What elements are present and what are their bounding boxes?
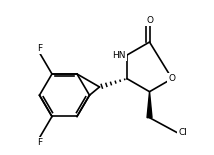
Polygon shape bbox=[147, 92, 152, 118]
Text: Cl: Cl bbox=[178, 128, 187, 137]
Text: F: F bbox=[37, 138, 42, 147]
Text: O: O bbox=[146, 16, 153, 25]
Text: F: F bbox=[37, 44, 42, 53]
Text: O: O bbox=[169, 74, 175, 83]
Text: HN: HN bbox=[112, 51, 126, 60]
